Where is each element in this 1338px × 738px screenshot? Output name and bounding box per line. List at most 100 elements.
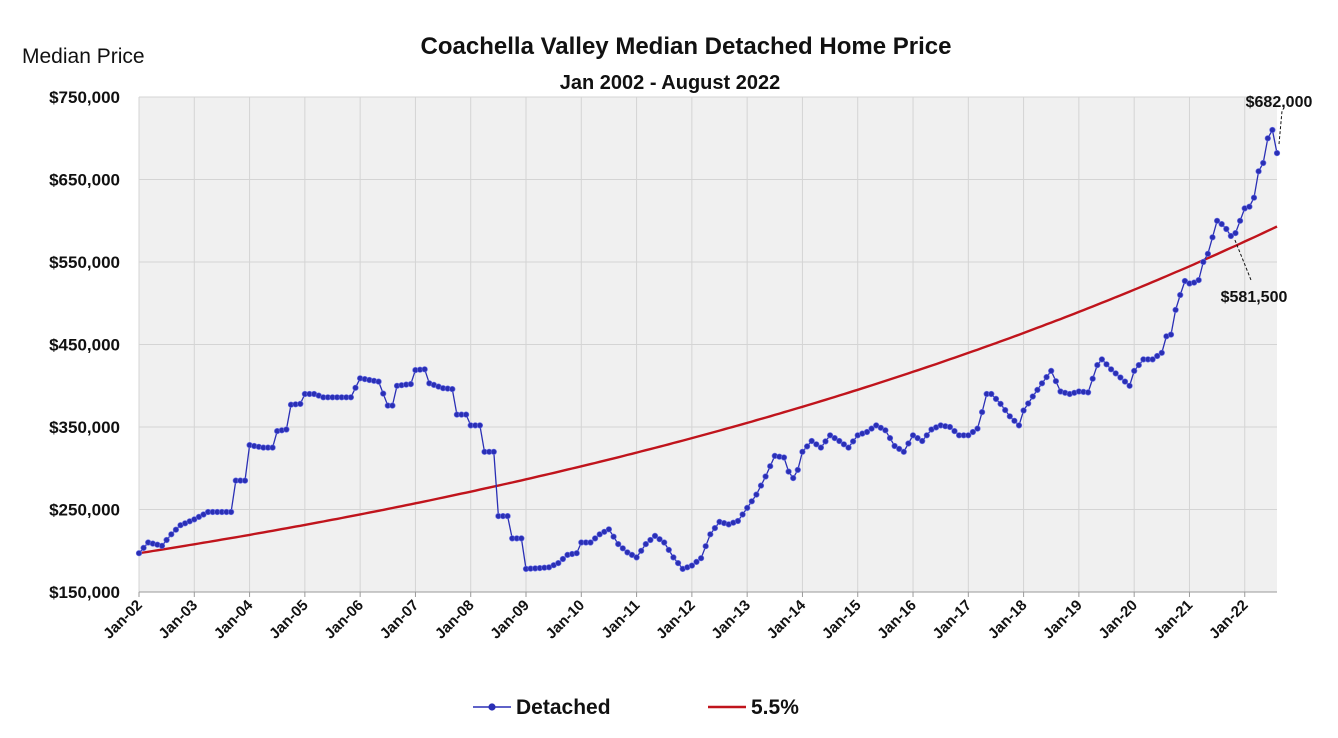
detached-point [1154, 352, 1161, 360]
detached-point [1260, 159, 1267, 167]
trend-series [138, 225, 1278, 555]
detached-point [909, 432, 917, 439]
detached-point [670, 554, 677, 561]
x-tick-label: Jan-20 [1095, 597, 1141, 643]
detached-point [1029, 393, 1036, 400]
detached-point [951, 428, 958, 435]
detached-point [1250, 194, 1258, 201]
x-tick-label: Jan-10 [542, 597, 588, 643]
detached-point [665, 546, 672, 554]
detached-point [896, 445, 903, 453]
detached-point [463, 411, 470, 418]
y-axis-label: Median Price [22, 45, 145, 68]
detached-point [518, 535, 525, 542]
detached-point [605, 526, 613, 533]
detached-point [241, 477, 249, 484]
y-tick-label: $450,000 [49, 336, 120, 355]
detached-point [1236, 217, 1244, 224]
detached-point [969, 428, 977, 436]
detached-point [140, 544, 147, 552]
detached-point [817, 444, 825, 451]
detached-point [711, 524, 719, 532]
detached-point [836, 437, 843, 445]
detached-point [1273, 150, 1281, 157]
detached-point [1195, 277, 1202, 284]
detached-point [1020, 407, 1027, 414]
detached-point [1094, 362, 1101, 369]
detached-point [283, 426, 290, 433]
detached-point [988, 390, 995, 398]
detached-point [380, 390, 387, 397]
detached-point [803, 443, 811, 450]
detached-point [163, 536, 170, 544]
detached-point [421, 366, 428, 373]
detached-point [739, 511, 746, 518]
detached-point [591, 535, 599, 542]
detached-point [168, 531, 175, 538]
legend-detached-label: Detached [516, 696, 611, 719]
detached-point [840, 441, 848, 448]
detached-point [785, 468, 792, 475]
x-tick-label: Jan-13 [708, 597, 754, 643]
detached-point [905, 440, 912, 447]
detached-point [674, 559, 682, 567]
detached-point [744, 504, 751, 512]
x-tick-label: Jan-04 [211, 596, 257, 642]
x-tick-label: Jan-03 [155, 597, 201, 643]
detached-point [900, 448, 907, 455]
detached-point [863, 428, 871, 436]
detached-point [1255, 168, 1262, 175]
detached-point [297, 400, 304, 408]
detached-point [1213, 217, 1221, 224]
detached-point [1025, 400, 1032, 407]
annotations: $682,000 $581,500 [1221, 94, 1313, 306]
detached-point [1038, 380, 1046, 387]
detached-point [849, 438, 857, 445]
detached-point [1002, 407, 1009, 414]
detached-point [1209, 234, 1216, 241]
detached-point [891, 442, 898, 450]
detached-point [1167, 331, 1175, 338]
detached-point [638, 547, 645, 554]
x-tick-label: Jan-19 [1040, 597, 1086, 643]
detached-point [1121, 378, 1129, 385]
detached-point [1103, 361, 1110, 368]
detached-point [559, 555, 567, 563]
detached-point [449, 386, 456, 393]
detached-point [633, 554, 640, 561]
detached-point [642, 540, 649, 548]
detached-point [1200, 258, 1207, 266]
detached-point [587, 539, 594, 546]
detached-point [651, 532, 659, 540]
detached-point [1084, 389, 1092, 396]
detached-point [757, 482, 765, 489]
detached-point [269, 444, 276, 451]
y-axis: $150,000 $250,000 $350,000 $450,000 $550,000… [49, 88, 120, 602]
detached-point [228, 508, 235, 516]
detached-point [997, 400, 1004, 408]
detached-point [647, 536, 654, 544]
x-tick-label: Jan-14 [764, 596, 810, 642]
chart-subtitle: Jan 2002 - August 2022 [560, 72, 780, 94]
detached-point [619, 545, 626, 552]
detached-point [978, 409, 986, 416]
y-tick-label: $150,000 [49, 583, 120, 602]
detached-point [780, 454, 788, 461]
detached-point [504, 512, 511, 520]
detached-point [923, 432, 930, 439]
y-tick-label: $250,000 [49, 501, 120, 520]
y-tick-label: $550,000 [49, 253, 120, 272]
detached-point [748, 498, 755, 505]
detached-point [919, 437, 926, 445]
detached-point [1089, 375, 1096, 382]
detached-point [790, 475, 797, 482]
detached-point [813, 441, 820, 448]
detached-point [1264, 135, 1271, 142]
x-tick-label: Jan-12 [653, 597, 699, 643]
detached-point [1246, 203, 1253, 210]
x-tick-label: Jan-18 [985, 597, 1031, 643]
y-tick-label: $650,000 [49, 171, 120, 190]
detached-point [808, 437, 815, 445]
detached-point [1227, 232, 1234, 240]
detached-point [1126, 382, 1133, 389]
